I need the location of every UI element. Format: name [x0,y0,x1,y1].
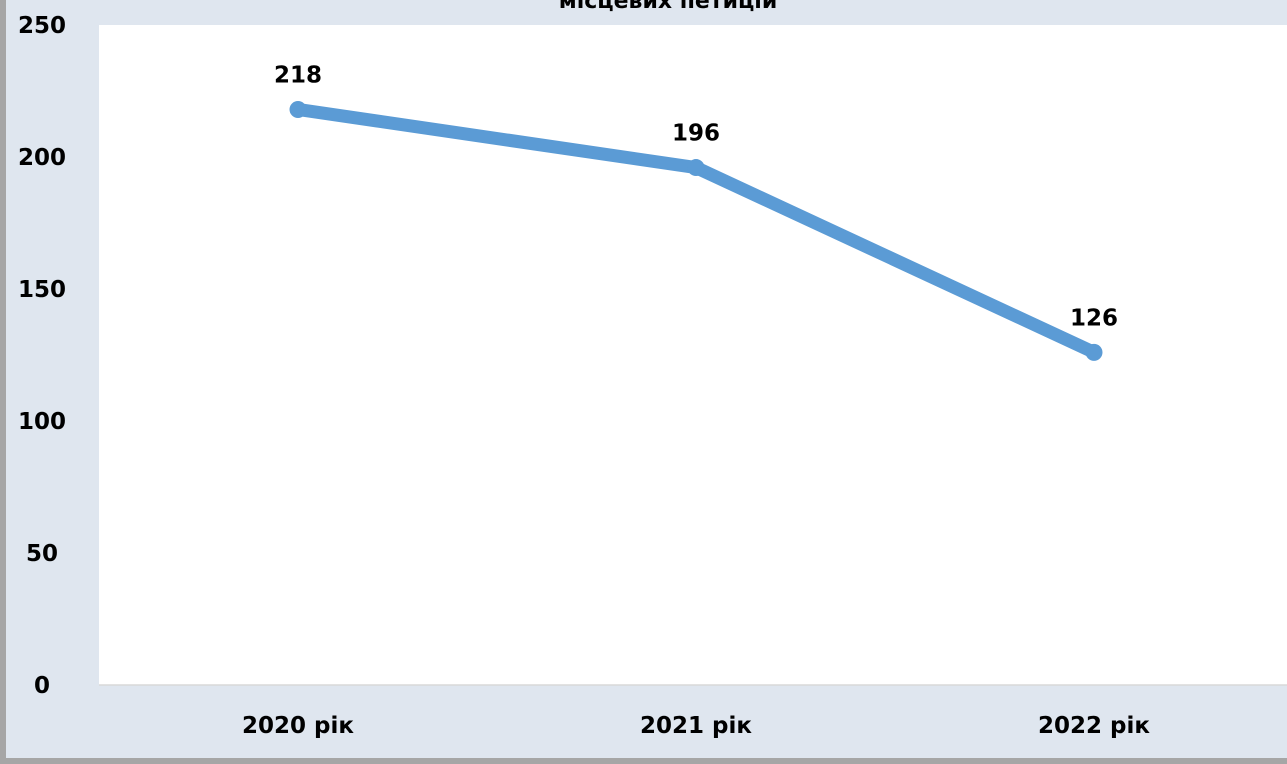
data-labels: 218 196 126 [274,62,1118,331]
data-label: 126 [1070,305,1118,331]
data-label: 196 [672,121,720,147]
series-layer [289,100,1103,361]
y-tick-label: 0 [34,673,50,699]
y-axis-ticks: 0 50 100 150 200 250 [18,13,66,699]
y-tick-label: 100 [18,409,66,435]
x-tick-label: 2022 рік [1038,713,1150,739]
y-tick-label: 250 [18,13,66,39]
y-tick-label: 200 [18,145,66,171]
data-point [289,100,307,118]
x-tick-label: 2021 рік [640,713,752,739]
y-tick-label: 50 [26,541,58,567]
data-point [687,159,705,177]
data-label: 218 [274,62,322,88]
chart-title: місцевих петицій [559,0,778,14]
x-axis-ticks: 2020 рік 2021 рік 2022 рік [242,713,1150,739]
line-chart: місцевих петицій 0 50 100 150 200 250 2020 рі… [18,0,1287,739]
x-tick-label: 2020 рік [242,713,354,739]
y-tick-label: 150 [18,277,66,303]
data-point [1085,343,1103,361]
